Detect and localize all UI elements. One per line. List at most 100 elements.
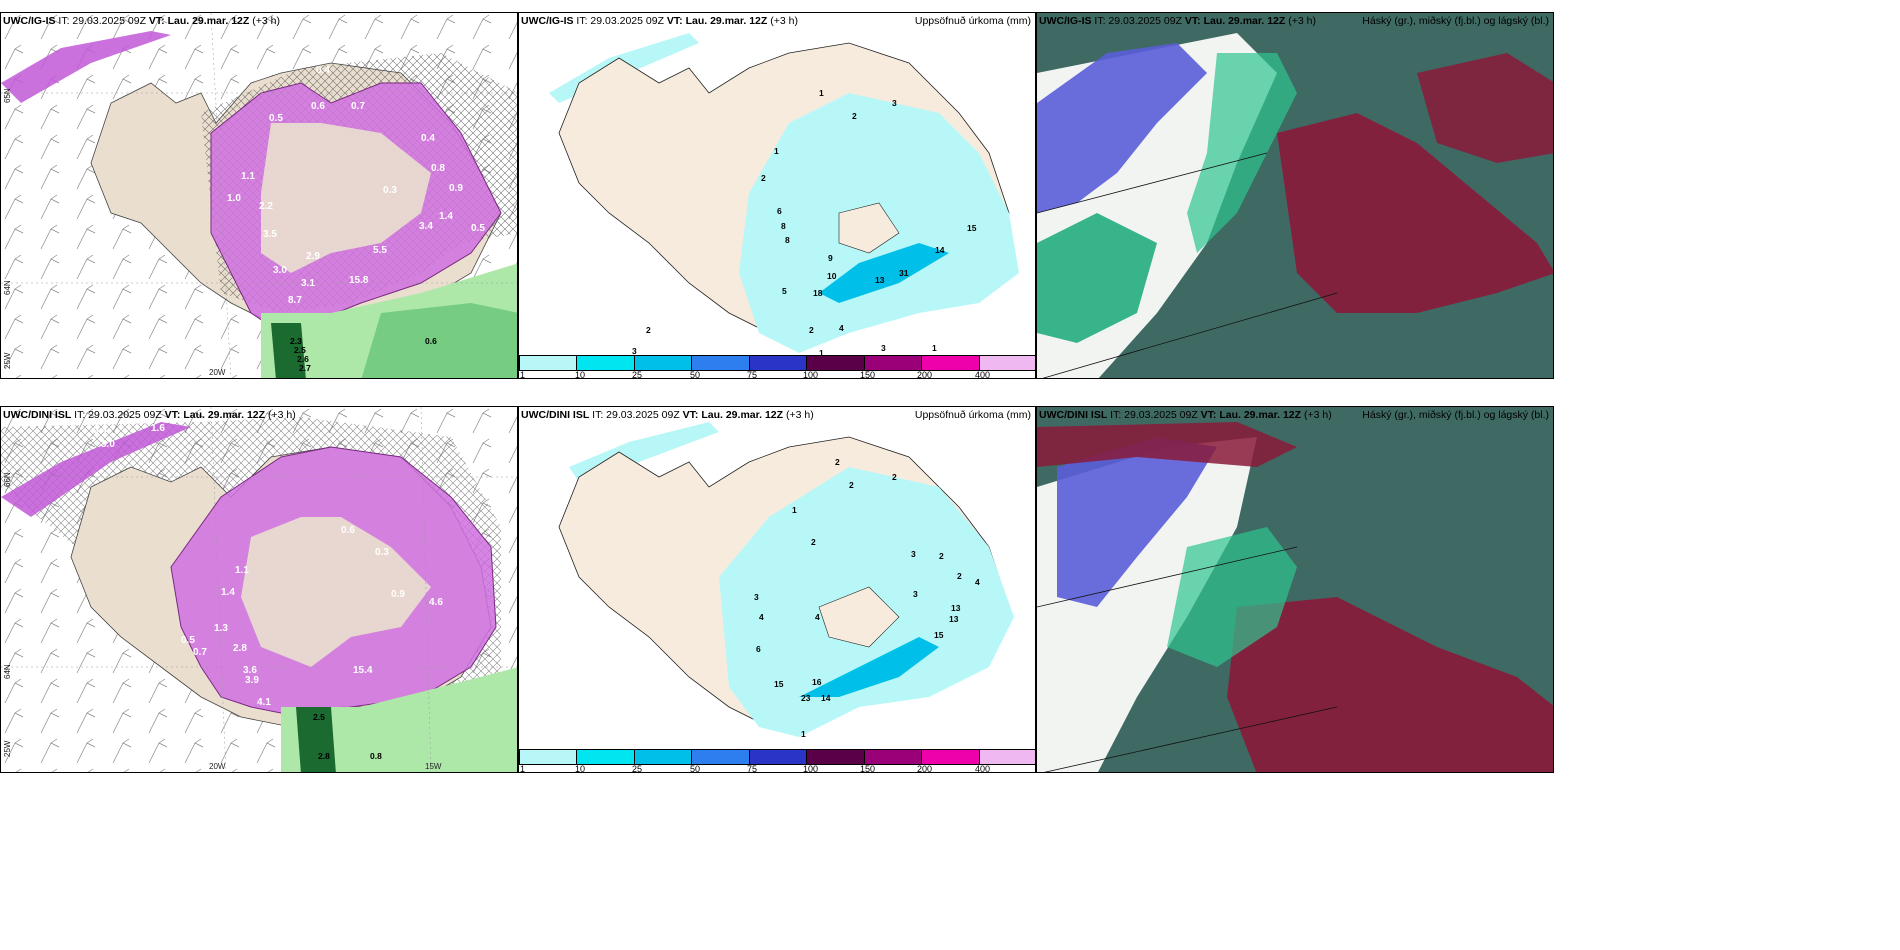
cloud-green-streaks [1167, 527, 1297, 667]
snow-value: 1.4 [221, 587, 235, 598]
snow-value: 0.9 [449, 183, 463, 194]
snow-value: 15.4 [353, 665, 373, 676]
precip-value: 4 [975, 577, 980, 587]
precip-value: 1 [819, 348, 824, 358]
snow-value: 3.9 [245, 675, 259, 686]
precip-value: 3 [881, 343, 886, 353]
colorbar-bin [979, 750, 1035, 764]
colorbar-tick: 50 [690, 370, 701, 379]
colorbar-bin [520, 750, 578, 764]
rain-green [281, 667, 517, 772]
panel-header: UWC/DINI ISL IT: 29.03.2025 09Z VT: Lau.… [1039, 409, 1332, 421]
lon-label: 20W [209, 368, 226, 377]
cloud-blue-west [1057, 437, 1217, 607]
snow-map [1, 13, 517, 378]
colorbar-tick: 200 [917, 764, 933, 773]
snow-map [1, 407, 517, 772]
panel-title-right: Háský (gr.), miðský (fj.bl.) og lágský (… [1362, 15, 1549, 27]
precip-value: 2 [892, 472, 897, 482]
precip-value: 2 [852, 111, 857, 121]
snow-value: 8.7 [288, 295, 302, 306]
panel-title-right: Uppsöfnuð úrkoma (mm) [914, 409, 1031, 421]
precip-value: 4 [759, 612, 764, 622]
snow-value: 0.6 [425, 336, 437, 346]
lon-label: 25W [3, 740, 12, 757]
rain-green-dark [271, 323, 306, 378]
precip-value: 2 [761, 173, 766, 183]
colorbar-tick: 25 [632, 370, 643, 379]
precip-value: 3 [754, 592, 759, 602]
colorbar-bin [749, 356, 808, 370]
snow-value: 0.3 [375, 547, 389, 558]
cloud-blue-west [1037, 43, 1207, 213]
precip-value: 14 [935, 245, 945, 255]
precip-map [558, 422, 1014, 737]
snow-value: 5.5 [373, 245, 387, 256]
colorbar-tick: 400 [975, 764, 991, 773]
panel-bottom-clouds: UWC/DINI ISL IT: 29.03.2025 09Z VT: Lau.… [1036, 406, 1554, 773]
panel-bottom-precip: UWC/DINI ISL IT: 29.03.2025 09Z VT: Lau.… [518, 406, 1036, 773]
precip-value: 6 [777, 206, 782, 216]
panel-title-right: Háský (gr.), miðský (fj.bl.) og lágský (… [1362, 409, 1549, 421]
precip-value: 6 [756, 644, 761, 654]
colorbar-bin [577, 356, 635, 370]
lat-label: 64N [3, 664, 12, 679]
snow-inner-light [261, 123, 431, 273]
snow-value: 2.2 [259, 201, 273, 212]
precip-value: 1 [792, 505, 797, 515]
cloud-map [1037, 407, 1553, 772]
lat-label: 66N [3, 472, 12, 487]
panel-header: UWC/IG-IS IT: 29.03.2025 09Z VT: Lau. 29… [521, 15, 798, 27]
precip-map [549, 33, 1019, 353]
snow-value: 1.4 [439, 211, 453, 222]
snow-strip-nw [1, 422, 191, 517]
snow-value: 3.0 [101, 439, 115, 450]
precip-value: 2 [809, 325, 814, 335]
panel-title-right: Uppsöfnuð úrkoma (mm) [914, 15, 1031, 27]
colorbar-tick: 400 [975, 370, 991, 379]
snow-value: 0.5 [269, 113, 283, 124]
precip-value: 8 [785, 235, 790, 245]
lon-label: 25W [3, 352, 12, 369]
precip-value: 1 [932, 343, 937, 353]
precip-value: 23 [801, 693, 811, 703]
snow-value: 2.6 [297, 354, 309, 364]
snow-value: 0.7 [351, 101, 365, 112]
precip-value: 13 [951, 603, 961, 613]
precip-value: 1 [774, 146, 779, 156]
colorbar-tick: 100 [803, 764, 819, 773]
colorbar-bin [807, 356, 865, 370]
colorbar-tick: 10 [575, 370, 586, 379]
panel-top-snow: UWC/IG-IS IT: 29.03.2025 09Z VT: Lau. 29… [0, 12, 518, 379]
snow-value: 2.5 [313, 712, 325, 722]
snow-value: 2.8 [318, 751, 330, 761]
precip-value: 2 [835, 457, 840, 467]
snow-value: 2.8 [233, 643, 247, 654]
panel-header: UWC/IG-IS IT: 29.03.2025 09Z VT: Lau. 29… [3, 15, 280, 27]
snow-inner-light [241, 517, 431, 667]
colorbar-tick: 200 [917, 370, 933, 379]
precip-land-hole [818, 586, 900, 648]
snow-value: 2.7 [299, 363, 311, 373]
precip-value: 4 [815, 612, 820, 622]
lat-label: 65N [3, 88, 12, 103]
snow-value: 0.5 [181, 635, 195, 646]
colorbar-tick: 25 [632, 764, 643, 773]
snow-value: 3.6 [243, 665, 257, 676]
colorbar-tick: 50 [690, 764, 701, 773]
panel-header: UWC/IG-IS IT: 29.03.2025 09Z VT: Lau. 29… [1039, 15, 1316, 27]
colorbar-bin [634, 750, 693, 764]
colorbar-tick: 1 [520, 764, 526, 773]
lon-label: 15W [425, 762, 442, 771]
snow-value: 0.8 [370, 751, 382, 761]
colorbar [519, 749, 1035, 765]
colorbar-bin [864, 356, 923, 370]
snow-value: 3.1 [301, 278, 315, 289]
snow-value: 1.6 [151, 423, 165, 434]
precip-medium [799, 637, 939, 697]
panel-header: UWC/DINI ISL IT: 29.03.2025 09Z VT: Lau.… [3, 409, 296, 421]
rain-green-mid [361, 303, 517, 378]
precip-value: 9 [828, 253, 833, 263]
precip-value: 5 [782, 286, 787, 296]
precip-value: 10 [827, 271, 837, 281]
